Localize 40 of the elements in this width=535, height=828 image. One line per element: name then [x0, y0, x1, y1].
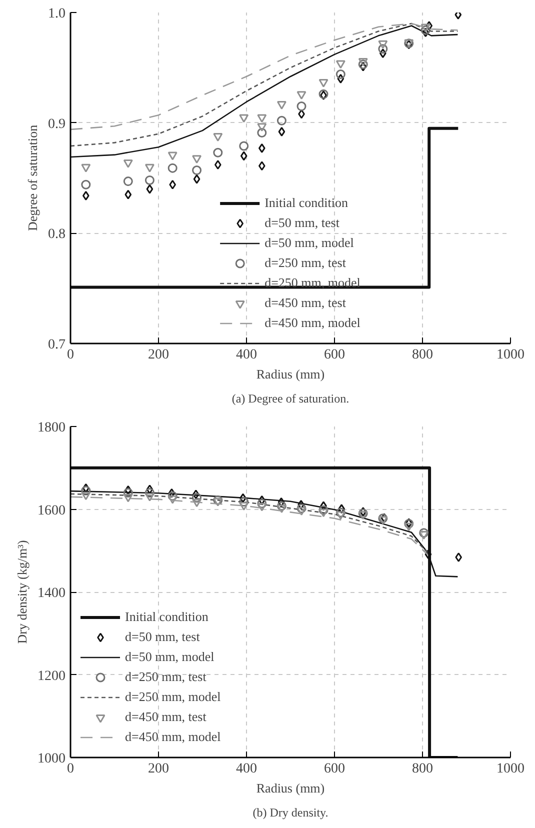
x-tick-label: 800 — [412, 348, 433, 362]
legend-label: d=50 mm, test — [264, 215, 340, 231]
y-axis-title: Degree of saturation — [25, 124, 40, 232]
y-tick-label: 0.7 — [48, 338, 66, 352]
y-tick-label: 1800 — [38, 420, 66, 436]
x-tick-label: 600 — [324, 348, 345, 362]
x-tick-label: 600 — [324, 762, 345, 776]
text: (b) Dry density. — [252, 806, 328, 820]
legend-label: d=450 mm, model — [125, 729, 221, 745]
legend-label: d=450 mm, test — [125, 709, 206, 725]
x-tick-label: 0 — [67, 762, 74, 776]
x-tick-label: 0 — [67, 348, 74, 362]
y-tick-label: 0.8 — [48, 227, 66, 242]
x-tick-label: 1000 — [496, 348, 524, 362]
y-axis-title: Dry density (kg/m³) — [14, 540, 30, 644]
x-axis-title: Radius (mm) — [256, 780, 325, 796]
x-tick-label: 200 — [148, 762, 169, 776]
legend-label: Initial condition — [125, 609, 208, 625]
y-tick-label: 0.9 — [48, 116, 66, 132]
x-axis-title: Radius (mm) — [256, 366, 325, 382]
y-tick-label: 1000 — [38, 752, 66, 766]
legend-label: d=450 mm, test — [264, 295, 346, 311]
legend-label: d=450 mm, model — [264, 315, 360, 331]
legend-label: Initial condition — [264, 195, 348, 211]
legend-label: d=50 mm, model — [264, 235, 354, 251]
x-tick-label: 800 — [412, 762, 433, 776]
x-tick-label: 1000 — [496, 762, 524, 776]
y-tick-label: 1400 — [38, 586, 66, 601]
y-tick-label: 1200 — [38, 668, 66, 684]
legend-label: d=250 mm, test — [125, 669, 206, 685]
legend-label: d=50 mm, test — [125, 629, 200, 645]
legend-label: d=250 mm, test — [264, 255, 346, 271]
x-tick-label: 400 — [236, 762, 257, 776]
legend-label: d=50 mm, model — [125, 649, 214, 665]
y-tick-label: 1600 — [38, 503, 66, 518]
x-tick-label: 400 — [236, 348, 257, 362]
text: (a) Degree of saturation. — [232, 392, 350, 406]
x-tick-label: 200 — [148, 348, 169, 362]
legend-label: d=250 mm, model — [125, 689, 221, 705]
y-tick-label: 1.0 — [48, 6, 66, 22]
